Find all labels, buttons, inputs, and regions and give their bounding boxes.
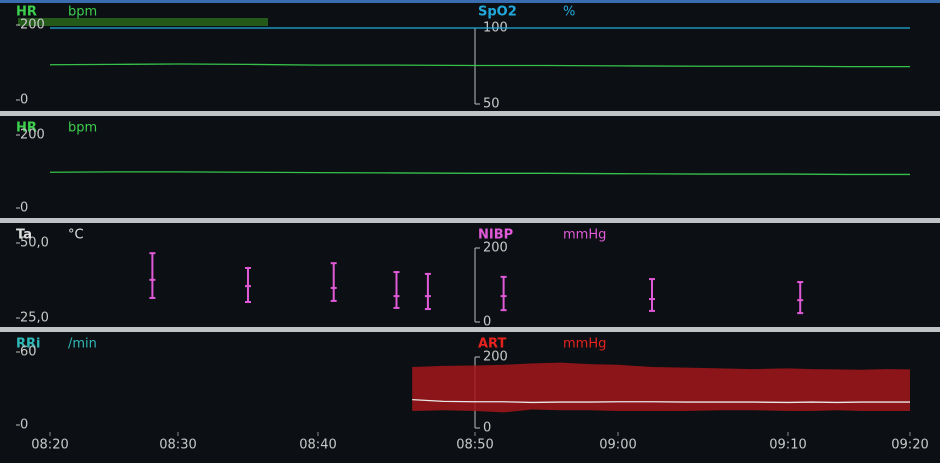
top-strip bbox=[0, 0, 940, 3]
y-tick-label: 0 bbox=[483, 421, 491, 436]
y-tick-label: 0 bbox=[20, 201, 28, 216]
y-tick-label: 0 bbox=[483, 315, 491, 330]
y-tick-label: 200 bbox=[20, 128, 45, 143]
y-tick-label: 200 bbox=[20, 18, 45, 33]
x-tick-label: 08:50 bbox=[456, 438, 493, 453]
y-tick-label: 50 bbox=[483, 97, 500, 112]
y-tick-label: 25,0 bbox=[20, 311, 49, 326]
axis-unit: °C bbox=[68, 228, 84, 243]
x-tick-label: 09:10 bbox=[769, 438, 806, 453]
trend-screen: 08:2008:3008:4008:5009:0009:1009:20HRbpm… bbox=[0, 0, 940, 463]
x-tick-label: 08:30 bbox=[159, 438, 196, 453]
x-tick-label: 08:40 bbox=[299, 438, 336, 453]
x-tick-label: 09:20 bbox=[891, 438, 928, 453]
y-tick-label: 200 bbox=[483, 241, 508, 256]
y-tick-label: 60 bbox=[20, 345, 37, 360]
x-tick-label: 09:00 bbox=[599, 438, 636, 453]
y-tick-label: 0 bbox=[20, 418, 28, 433]
axis-unit: mmHg bbox=[563, 228, 606, 243]
axis-label: SpO2 bbox=[478, 5, 517, 20]
separator bbox=[0, 327, 940, 332]
separator bbox=[0, 111, 940, 116]
axis-unit: % bbox=[563, 5, 575, 20]
page: 08:2008:3008:4008:5009:0009:1009:20HRbpm… bbox=[0, 0, 940, 463]
separator bbox=[0, 218, 940, 223]
axis-unit: bpm bbox=[68, 5, 97, 20]
axis-unit: /min bbox=[68, 337, 97, 352]
y-tick-label: 0 bbox=[20, 93, 28, 108]
y-tick-label: 200 bbox=[483, 350, 508, 365]
x-tick-label: 08:20 bbox=[31, 438, 68, 453]
pressure-band bbox=[412, 363, 910, 413]
axis-unit: bpm bbox=[68, 121, 97, 136]
axis-unit: mmHg bbox=[563, 337, 606, 352]
y-tick-label: 50,0 bbox=[20, 236, 49, 251]
hr-histogram-band bbox=[18, 18, 268, 26]
